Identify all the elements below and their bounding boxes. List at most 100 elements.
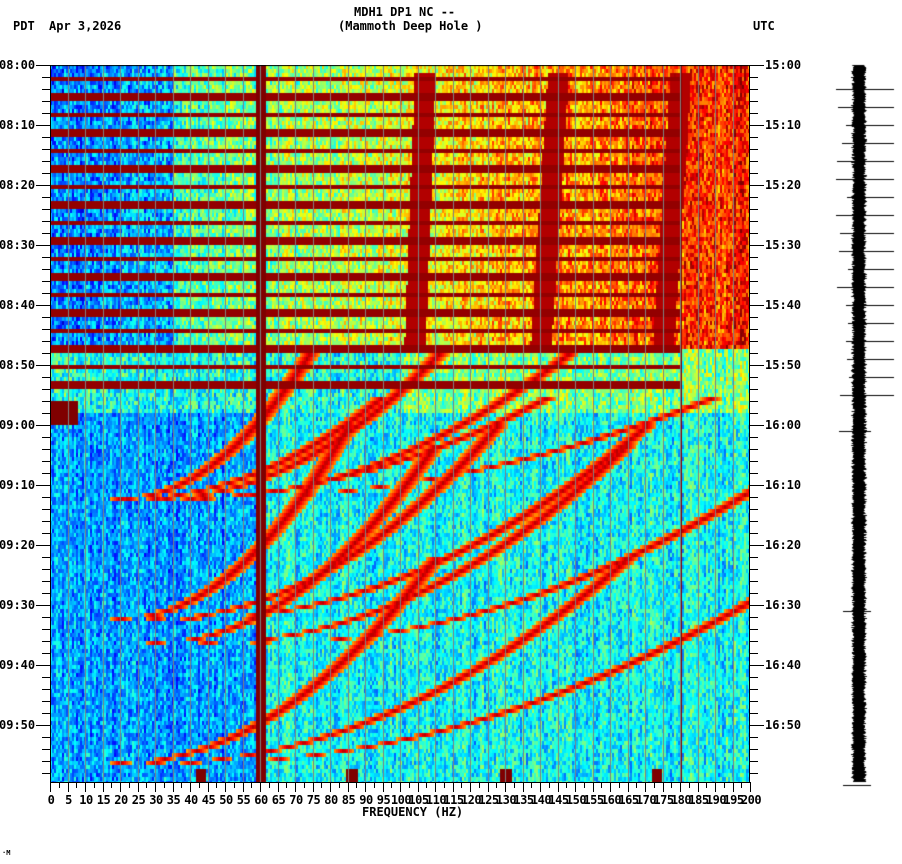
- freq-tick: [59, 782, 60, 788]
- time-tick-right: [750, 197, 758, 198]
- time-label-left: 08:50: [0, 358, 36, 372]
- freq-label: 125: [478, 793, 499, 807]
- freq-tick: [671, 782, 672, 788]
- time-tick-left: [42, 701, 50, 702]
- time-tick-right: [750, 557, 758, 558]
- freq-label: 80: [324, 793, 338, 807]
- time-tick-left: [42, 89, 50, 90]
- freq-tick: [251, 782, 252, 788]
- time-tick-left: [42, 353, 50, 354]
- time-tick-right: [750, 365, 764, 366]
- freq-label: 100: [390, 793, 412, 807]
- freq-label: 75: [306, 793, 321, 807]
- time-tick-left: [36, 425, 50, 426]
- freq-tick: [68, 782, 69, 792]
- freq-tick: [216, 782, 217, 788]
- time-tick-right: [750, 497, 758, 498]
- freq-tick: [50, 782, 51, 792]
- freq-tick: [260, 782, 261, 792]
- time-tick-right: [750, 209, 758, 210]
- time-tick-right: [750, 89, 758, 90]
- freq-label: 35: [166, 793, 181, 807]
- freq-label: 0: [47, 793, 55, 807]
- freq-label: 190: [705, 793, 727, 807]
- freq-tick: [680, 782, 681, 792]
- time-tick-right: [750, 149, 758, 150]
- time-tick-right: [750, 509, 758, 510]
- freq-tick: [741, 782, 742, 788]
- freq-tick: [146, 782, 147, 788]
- time-tick-right: [750, 77, 758, 78]
- freq-tick: [418, 782, 419, 792]
- time-tick-left: [42, 761, 50, 762]
- date-label: Apr 3,2026: [49, 19, 122, 33]
- time-label-left: 09:00: [0, 418, 36, 432]
- freq-tick: [636, 782, 637, 788]
- time-tick-right: [750, 677, 758, 678]
- freq-tick: [111, 782, 112, 788]
- freq-label: 70: [289, 793, 303, 807]
- freq-label: 145: [548, 793, 569, 807]
- time-tick-left: [42, 593, 50, 594]
- time-tick-left: [42, 689, 50, 690]
- freq-tick: [523, 782, 524, 792]
- time-tick-right: [750, 245, 764, 246]
- time-label-left: 09:20: [0, 538, 36, 552]
- time-tick-left: [42, 449, 50, 450]
- time-tick-left: [36, 305, 50, 306]
- time-tick-left: [42, 269, 50, 270]
- time-tick-right: [750, 305, 764, 306]
- freq-label: 170: [635, 793, 657, 807]
- time-label-left: 09:10: [0, 478, 36, 492]
- freq-tick: [566, 782, 567, 788]
- time-tick-right: [750, 437, 758, 438]
- time-tick-left: [42, 161, 50, 162]
- freq-tick: [94, 782, 95, 788]
- time-tick-right: [750, 737, 758, 738]
- freq-label: 180: [670, 793, 692, 807]
- freq-label: 175: [653, 793, 674, 807]
- time-tick-left: [42, 497, 50, 498]
- time-tick-right: [750, 281, 758, 282]
- time-tick-left: [36, 665, 50, 666]
- time-label-right: 16:10: [765, 478, 802, 492]
- time-label-left: 08:20: [0, 178, 36, 192]
- freq-tick: [470, 782, 471, 792]
- time-tick-left: [42, 533, 50, 534]
- time-tick-left: [42, 137, 50, 138]
- time-tick-left: [42, 641, 50, 642]
- time-tick-right: [750, 725, 764, 726]
- time-tick-left: [36, 65, 50, 66]
- time-tick-left: [42, 653, 50, 654]
- freq-tick: [181, 782, 182, 788]
- time-tick-left: [42, 77, 50, 78]
- freq-tick: [374, 782, 375, 788]
- time-tick-left: [42, 149, 50, 150]
- time-tick-left: [42, 401, 50, 402]
- freq-label: 50: [219, 793, 233, 807]
- freq-label: 195: [723, 793, 744, 807]
- freq-tick: [190, 782, 191, 792]
- time-label-right: 16:40: [765, 658, 802, 672]
- time-tick-left: [42, 509, 50, 510]
- freq-tick: [103, 782, 104, 792]
- freq-tick: [706, 782, 707, 788]
- freq-tick: [173, 782, 174, 792]
- freq-tick: [461, 782, 462, 788]
- time-tick-left: [42, 437, 50, 438]
- time-tick-left: [42, 233, 50, 234]
- freq-label: 85: [341, 793, 356, 807]
- time-label-left: 09:50: [0, 718, 36, 732]
- time-tick-right: [750, 137, 758, 138]
- time-tick-left: [36, 245, 50, 246]
- freq-tick: [383, 782, 384, 792]
- freq-tick: [453, 782, 454, 792]
- freq-tick: [400, 782, 401, 792]
- time-tick-right: [750, 605, 764, 606]
- time-tick-left: [42, 221, 50, 222]
- time-tick-left: [42, 617, 50, 618]
- time-tick-right: [750, 449, 758, 450]
- time-label-left: 09:40: [0, 658, 36, 672]
- time-tick-left: [42, 737, 50, 738]
- time-tick-right: [750, 125, 764, 126]
